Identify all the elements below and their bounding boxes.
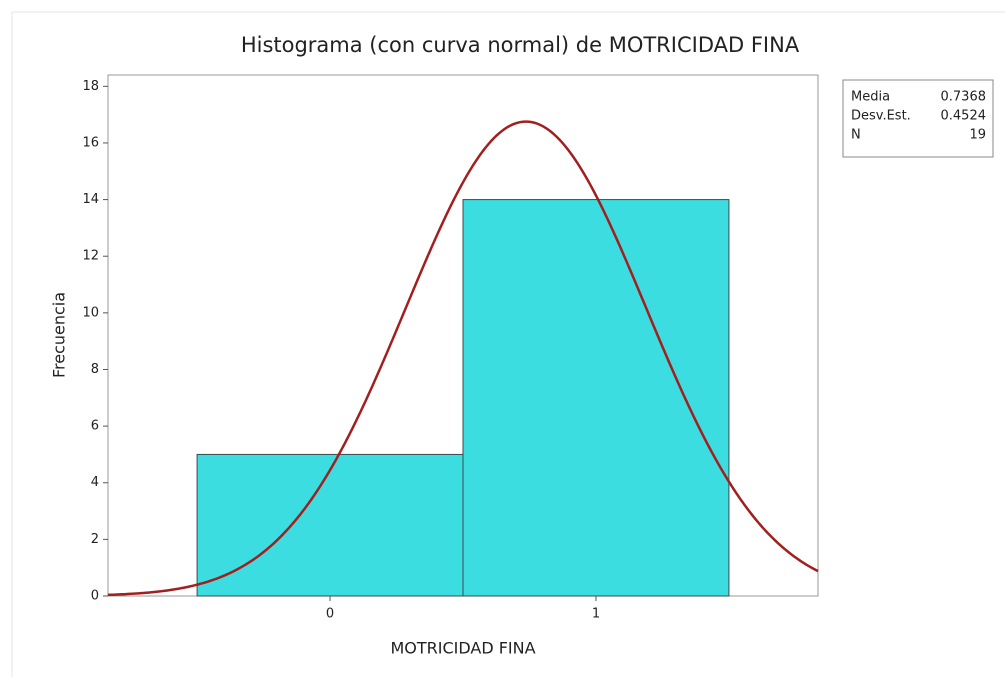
- stats-box: [842, 79, 994, 158]
- stat-value: 0.7368: [941, 90, 987, 105]
- bar: [196, 453, 464, 597]
- stat-label: N: [851, 128, 861, 143]
- stat-label: Desv.Est.: [851, 109, 911, 124]
- stat-value: 0.4524: [941, 109, 987, 124]
- chart-title: Histograma (con curva normal) de MOTRICI…: [241, 33, 800, 57]
- y-tick-label: 10: [82, 305, 99, 320]
- stat-value: 19: [969, 128, 986, 143]
- x-tick-label: 1: [592, 607, 600, 622]
- y-tick-label: 18: [82, 79, 99, 94]
- y-axis-label: Frecuencia: [50, 292, 69, 378]
- normal-curve: [107, 120, 819, 597]
- y-tick-label: 14: [82, 192, 99, 207]
- y-tick-label: 12: [82, 249, 99, 264]
- y-tick-label: 6: [91, 419, 99, 434]
- y-tick-label: 0: [91, 589, 99, 604]
- y-tick-label: 16: [82, 135, 99, 150]
- y-tick-label: 2: [91, 532, 99, 547]
- y-tick-label: 4: [91, 475, 99, 490]
- x-axis-label: MOTRICIDAD FINA: [390, 639, 535, 658]
- y-tick-label: 8: [91, 362, 99, 377]
- x-tick-label: 0: [326, 607, 334, 622]
- stat-label: Media: [851, 90, 890, 105]
- bar: [462, 199, 730, 597]
